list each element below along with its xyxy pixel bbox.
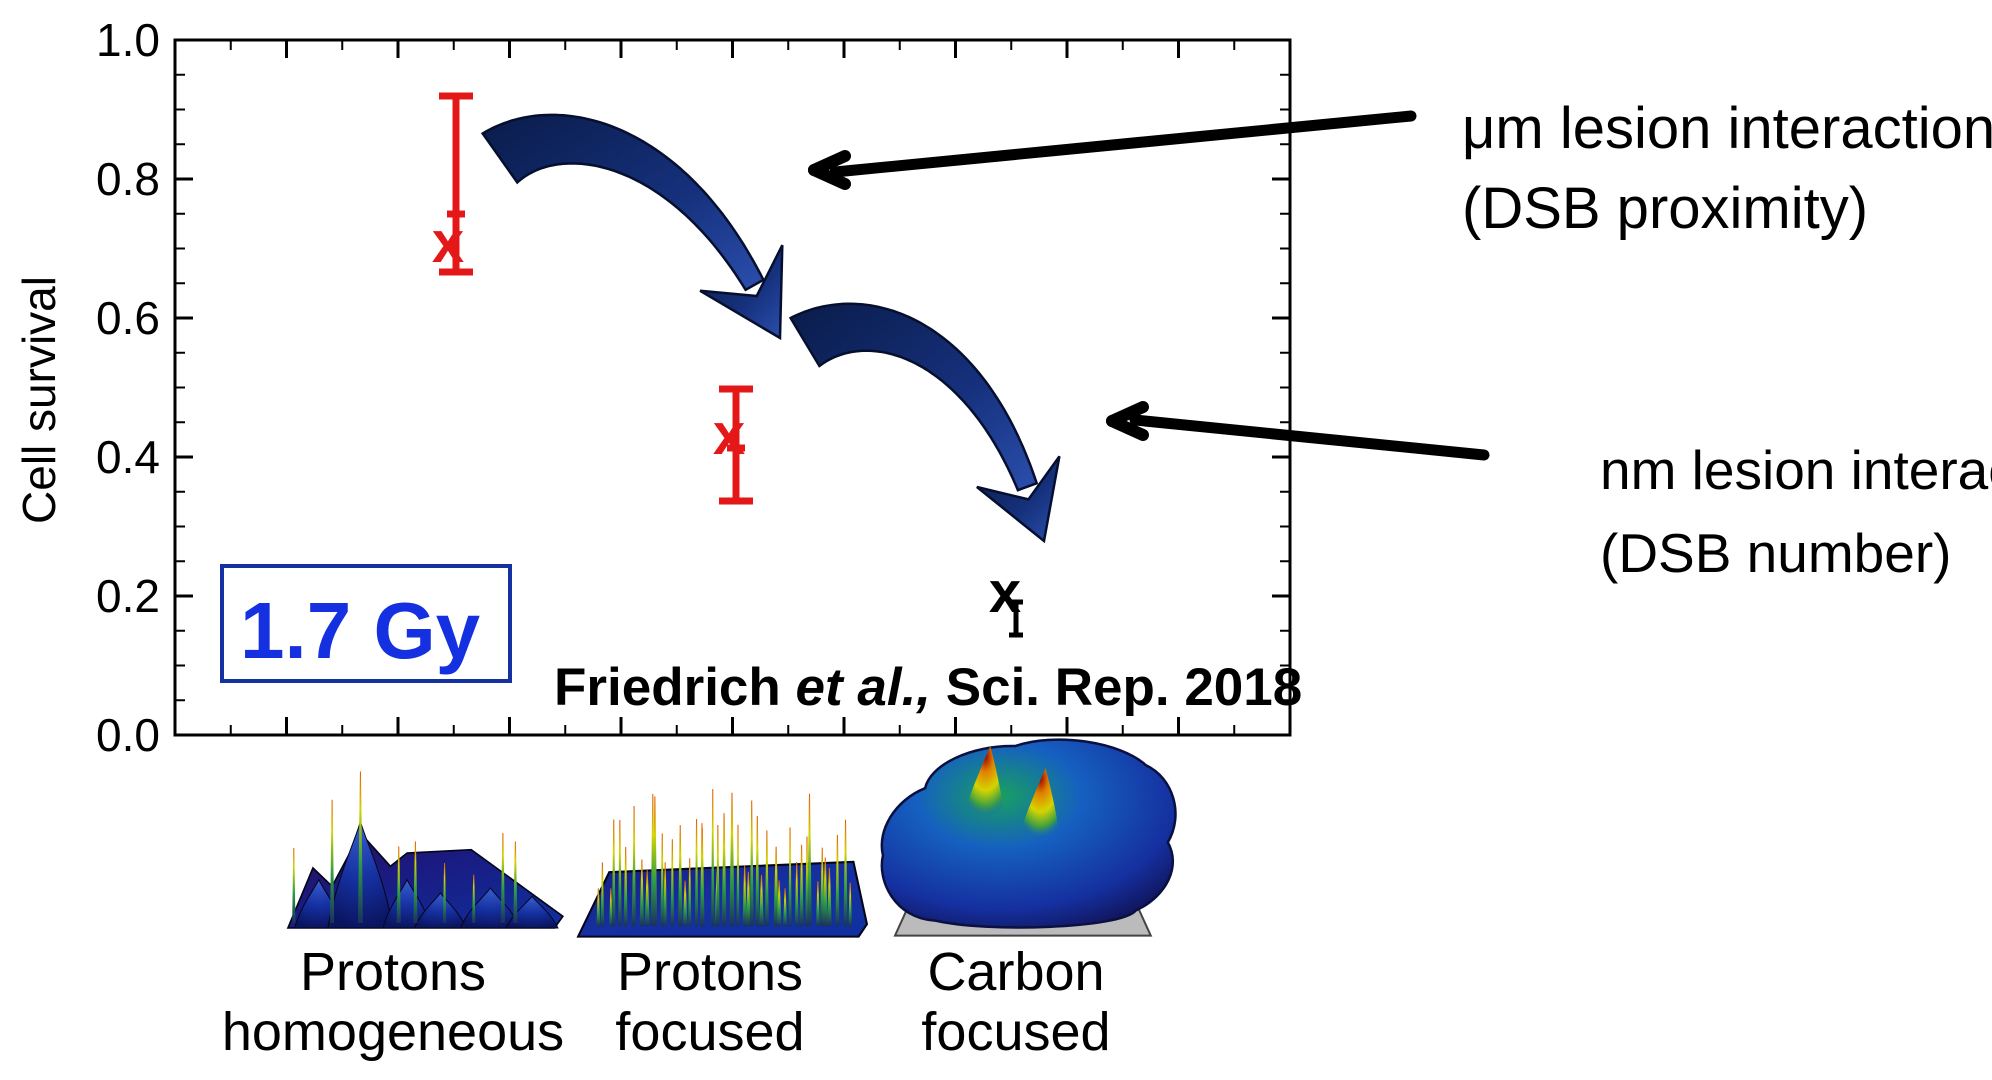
svg-text:0.4: 0.4 xyxy=(96,431,160,483)
svg-text:Protons: Protons xyxy=(617,942,803,1002)
svg-text:μm lesion interaction: μm lesion interaction xyxy=(1462,96,1992,161)
svg-text:(DSB proximity): (DSB proximity) xyxy=(1462,176,1868,241)
svg-text:0.6: 0.6 xyxy=(96,292,160,344)
svg-text:x: x xyxy=(713,402,745,467)
svg-text:focused: focused xyxy=(921,1002,1110,1062)
svg-text:homogeneous: homogeneous xyxy=(222,1002,564,1062)
svg-text:Cell survival: Cell survival xyxy=(13,276,65,524)
svg-text:Carbon: Carbon xyxy=(927,942,1104,1002)
svg-text:(DSB number): (DSB number) xyxy=(1600,522,1951,584)
svg-text:0.0: 0.0 xyxy=(96,709,160,761)
svg-text:1.0: 1.0 xyxy=(96,14,160,66)
svg-text:focused: focused xyxy=(615,1002,804,1062)
svg-text:x: x xyxy=(989,560,1021,625)
svg-text:0.2: 0.2 xyxy=(96,570,160,622)
svg-text:x: x xyxy=(432,210,464,275)
svg-text:1.7 Gy: 1.7 Gy xyxy=(240,586,481,675)
svg-text:nm lesion interaction: nm lesion interaction xyxy=(1600,439,1992,501)
svg-text:Friedrich et al., Sci. Rep. 20: Friedrich et al., Sci. Rep. 2018 xyxy=(554,658,1302,717)
svg-text:Protons: Protons xyxy=(300,942,486,1002)
svg-text:0.8: 0.8 xyxy=(96,153,160,205)
